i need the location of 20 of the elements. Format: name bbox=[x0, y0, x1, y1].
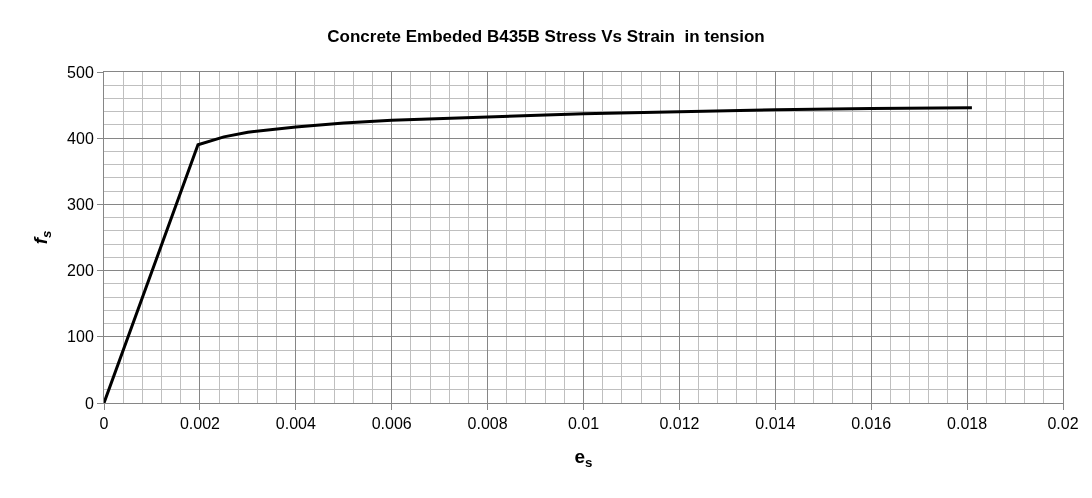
y-tick-label: 200 bbox=[67, 262, 94, 280]
y-tick-label: 500 bbox=[67, 63, 94, 81]
y-tick-label: 100 bbox=[67, 328, 94, 346]
x-tick-label: 0.008 bbox=[467, 415, 508, 433]
chart-title: Concrete Embeded B435B Stress Vs Strain in tension bbox=[327, 26, 765, 46]
y-tick-label: 0 bbox=[84, 394, 94, 412]
y-tick-label: 400 bbox=[67, 129, 94, 147]
x-tick-label: 0.006 bbox=[371, 415, 412, 433]
line-series bbox=[104, 106, 974, 403]
x-tick-label: 0.012 bbox=[659, 415, 700, 433]
x-tick-label: 0.002 bbox=[179, 415, 221, 433]
x-tick-label: 0.02 bbox=[1047, 415, 1079, 433]
x-axis-title: e$_{s}$ bbox=[574, 446, 593, 470]
y-tick-label: 300 bbox=[67, 196, 94, 213]
x-tick-label: 0.01 bbox=[567, 415, 600, 433]
x-tick-label: 0.014 bbox=[755, 415, 796, 433]
x-tick-label: 0.016 bbox=[851, 415, 892, 433]
x-tick-label: 0.004 bbox=[275, 415, 316, 433]
x-tick-label: 0.018 bbox=[947, 415, 988, 433]
x-tick-label: 0 bbox=[99, 415, 109, 433]
